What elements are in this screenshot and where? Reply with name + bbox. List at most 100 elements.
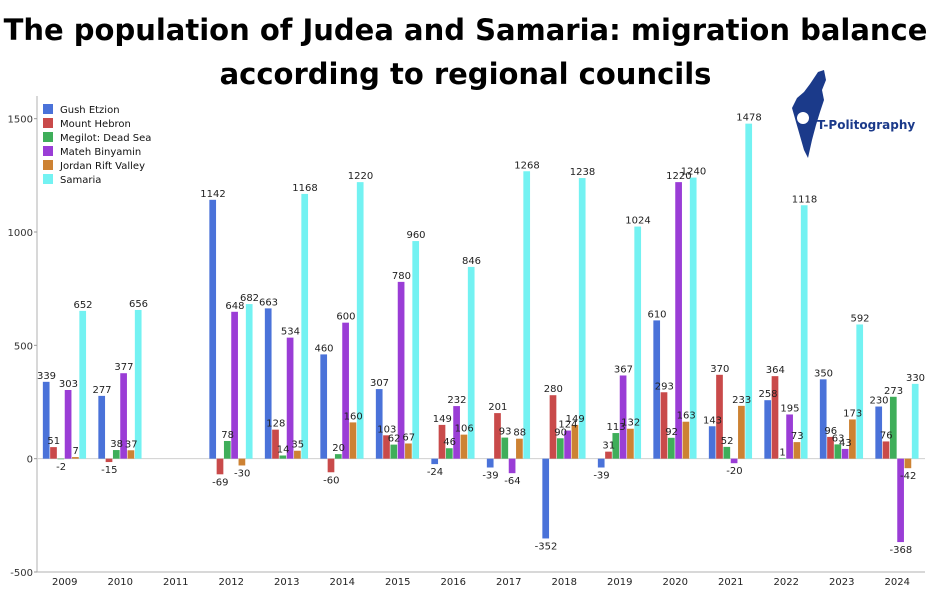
legend-swatch (43, 104, 53, 114)
data-label: -368 (890, 545, 913, 556)
data-label: 663 (259, 297, 278, 308)
bar (42, 381, 50, 459)
bar (660, 392, 668, 459)
x-tick-label: 2020 (663, 577, 688, 588)
bar (375, 389, 383, 459)
bar (238, 458, 246, 466)
data-label: 1 (779, 447, 785, 458)
bars (42, 123, 919, 543)
bar (841, 448, 849, 459)
bar (342, 322, 349, 459)
data-label: 113 (607, 422, 626, 433)
legend-swatch (43, 160, 53, 170)
bar (682, 421, 690, 459)
x-tick-label: 2010 (108, 577, 133, 588)
bar (723, 446, 731, 459)
y-tick-label: 1500 (8, 115, 33, 126)
bar (612, 433, 620, 459)
bar (383, 435, 390, 459)
data-label: 37 (125, 439, 138, 450)
bar (689, 177, 697, 459)
data-label: 1478 (736, 113, 761, 124)
data-label: 1268 (514, 160, 539, 171)
bar (334, 454, 342, 459)
data-label: 1118 (792, 194, 817, 205)
bar (827, 436, 834, 459)
data-label: 63 (832, 433, 845, 444)
logo: T-Politography (792, 70, 915, 158)
x-tick-label: 2016 (441, 577, 466, 588)
data-label: 258 (758, 389, 777, 400)
data-label: 610 (647, 309, 666, 320)
bar (834, 444, 842, 459)
data-label: 35 (291, 440, 304, 451)
data-label: 78 (221, 430, 234, 441)
data-label: 1238 (570, 167, 595, 178)
data-label: 103 (377, 424, 396, 435)
data-label: 656 (129, 299, 148, 310)
bar (571, 424, 579, 459)
legend-swatch (43, 146, 53, 156)
data-label: 339 (37, 371, 56, 382)
bar (786, 414, 793, 459)
bar (764, 400, 772, 459)
legend-swatch (43, 174, 53, 184)
data-label: 277 (92, 385, 111, 396)
bar (882, 441, 890, 459)
bar (112, 450, 120, 459)
data-label: 280 (544, 384, 563, 395)
bar (286, 337, 294, 459)
data-label: 460 (314, 343, 333, 354)
bar (578, 178, 586, 459)
bar (397, 281, 405, 459)
data-label: 652 (73, 300, 92, 311)
bar (467, 266, 475, 459)
legend-label: Megilot: Dead Sea (60, 133, 151, 144)
bar (412, 241, 420, 459)
data-label: 1240 (681, 167, 706, 178)
data-label: 38 (110, 439, 123, 450)
bar (556, 438, 564, 459)
bar (453, 406, 460, 459)
bar (127, 450, 135, 459)
y-tick-label: 1000 (8, 228, 33, 239)
bar (301, 193, 309, 459)
bar (356, 182, 364, 459)
bar (771, 376, 779, 459)
bar (778, 458, 786, 460)
data-label: -42 (900, 471, 916, 482)
bar (856, 324, 864, 459)
bar (542, 458, 550, 539)
data-label: 20 (332, 443, 345, 454)
bar (134, 309, 142, 459)
data-label: 88 (513, 428, 526, 439)
data-label: 31 (602, 441, 615, 452)
bar (72, 457, 79, 459)
bar (445, 448, 453, 459)
x-tick-label: 2011 (163, 577, 188, 588)
bar (730, 458, 738, 464)
data-label: 960 (406, 230, 425, 241)
data-label: -15 (101, 465, 117, 476)
data-label: 51 (47, 436, 60, 447)
bar (793, 442, 801, 459)
data-label: 233 (732, 395, 751, 406)
data-label: 90 (554, 427, 567, 438)
data-label: 232 (447, 395, 466, 406)
bar (264, 308, 272, 459)
bar (508, 458, 516, 474)
y-tick-label: 0 (27, 455, 33, 466)
chart-title-line-1: The population of Judea and Samaria: mig… (3, 13, 928, 47)
bar (294, 450, 301, 459)
data-label: 14 (277, 444, 290, 455)
bar (597, 458, 605, 468)
data-label: 124 (558, 420, 577, 431)
data-label: -39 (593, 471, 609, 482)
chart-title: The population of Judea and Samaria: mig… (0, 8, 931, 96)
bar (105, 458, 113, 463)
data-label: 330 (906, 373, 925, 384)
bar (653, 320, 661, 459)
data-label: 93 (499, 427, 512, 438)
bar (50, 447, 57, 459)
data-label: -20 (726, 466, 742, 477)
